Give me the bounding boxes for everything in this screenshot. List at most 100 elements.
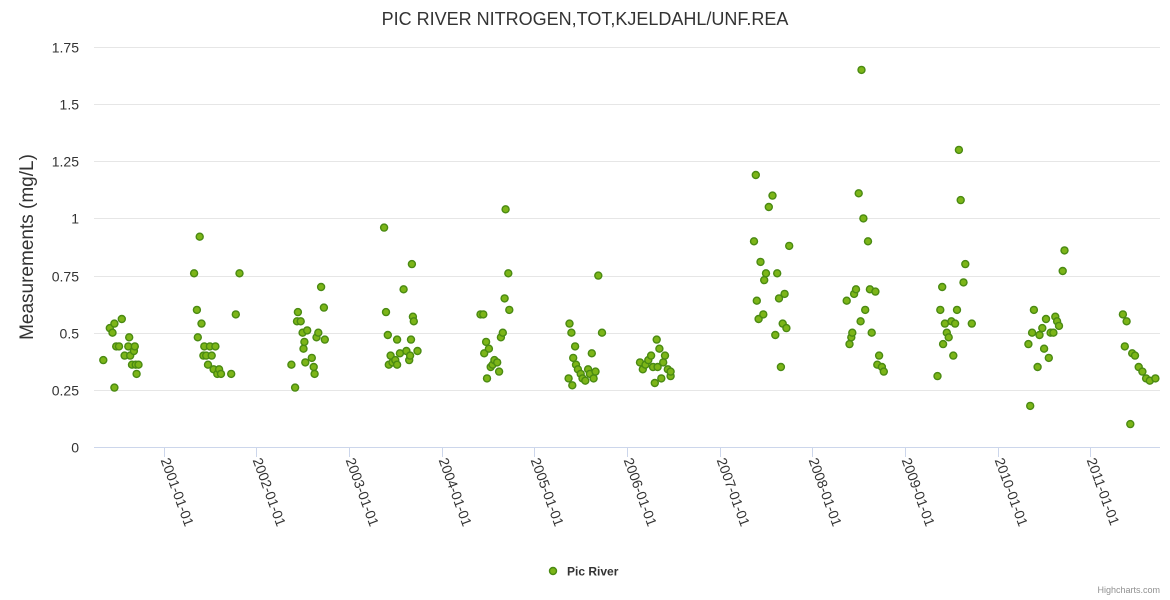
data-point[interactable] [211,342,220,351]
data-point[interactable] [961,259,970,269]
data-point[interactable] [110,383,119,392]
data-point[interactable] [655,344,664,353]
data-point[interactable] [1118,310,1128,319]
data-point[interactable] [949,351,958,360]
data-point[interactable] [967,319,976,328]
data-point[interactable] [749,237,759,246]
data-point[interactable] [751,170,760,180]
data-point[interactable] [235,269,244,278]
credits-link[interactable]: Highcharts.com [1097,585,1160,595]
data-point[interactable] [392,335,402,344]
data-point[interactable] [959,278,968,287]
data-point[interactable] [764,202,773,212]
legend-marker-icon[interactable] [548,566,558,576]
data-point[interactable] [851,285,861,294]
data-point[interactable] [310,369,319,379]
data-point[interactable] [407,259,417,269]
data-point[interactable] [130,342,140,351]
data-point[interactable] [659,358,668,367]
legend-label[interactable]: Pic River [567,565,619,579]
data-point[interactable] [863,237,873,246]
data-point[interactable] [936,305,945,315]
data-point[interactable] [774,294,784,303]
data-point[interactable] [307,353,316,363]
data-point[interactable] [782,323,791,333]
data-point[interactable] [861,305,870,315]
data-point[interactable] [484,344,494,353]
data-point[interactable] [565,319,574,328]
data-point[interactable] [952,305,962,315]
data-point[interactable] [1058,266,1067,276]
data-point[interactable] [1033,362,1042,372]
data-point[interactable] [108,328,117,337]
data-point[interactable] [479,310,488,319]
data-point[interactable] [203,360,213,369]
data-point[interactable] [300,337,309,347]
data-point[interactable] [1038,323,1047,333]
data-point[interactable] [1035,330,1044,340]
data-point[interactable] [134,360,143,369]
data-point[interactable] [301,358,310,367]
data-point[interactable] [99,355,108,365]
data-point[interactable] [564,374,573,383]
data-point[interactable] [192,305,202,315]
data-point[interactable] [392,360,402,369]
data-point[interactable] [587,349,596,358]
data-point[interactable] [299,344,308,353]
data-point[interactable] [287,360,296,369]
data-point[interactable] [780,289,789,299]
data-point[interactable] [657,374,666,383]
data-point[interactable] [567,328,576,337]
data-point[interactable] [857,65,866,75]
data-point[interactable] [1120,342,1130,351]
data-point[interactable] [646,351,656,360]
data-point[interactable] [381,307,391,317]
data-point[interactable] [650,378,659,388]
data-point[interactable] [1060,246,1069,255]
data-point[interactable] [290,383,300,392]
data-point[interactable] [1049,328,1058,337]
data-point[interactable] [950,319,960,328]
data-point[interactable] [938,339,948,349]
data-point[interactable] [320,335,329,344]
data-point[interactable] [1122,317,1131,326]
data-point[interactable] [482,374,492,383]
data-point[interactable] [498,328,507,337]
data-point[interactable] [197,319,206,328]
data-point[interactable] [314,328,323,337]
data-point[interactable] [879,367,888,376]
data-point[interactable] [581,376,590,385]
data-point[interactable] [1138,367,1147,376]
data-point[interactable] [117,314,127,324]
data-point[interactable] [383,330,392,340]
data-point[interactable] [481,337,491,347]
data-point[interactable] [845,339,854,349]
data-point[interactable] [1126,419,1135,429]
data-point[interactable] [785,241,794,251]
data-point[interactable] [660,351,670,360]
data-point[interactable] [1029,305,1039,315]
data-point[interactable] [771,330,780,340]
data-point[interactable] [570,342,580,351]
data-point[interactable] [319,303,329,312]
data-point[interactable] [854,189,863,198]
data-point[interactable] [859,214,868,223]
data-point[interactable] [1027,328,1037,337]
data-point[interactable] [867,328,876,337]
data-point[interactable] [124,333,134,342]
data-point[interactable] [933,371,942,381]
data-point[interactable] [132,369,141,379]
data-point[interactable] [406,335,416,344]
data-point[interactable] [597,328,607,337]
data-point[interactable] [231,310,241,319]
data-point[interactable] [207,351,216,360]
data-point[interactable] [591,367,600,376]
data-point[interactable] [296,317,305,326]
data-point[interactable] [293,307,303,317]
data-point[interactable] [504,269,513,278]
data-point[interactable] [761,269,771,278]
data-point[interactable] [594,271,603,280]
data-point[interactable] [944,333,953,342]
data-point[interactable] [954,145,964,155]
data-point[interactable] [569,353,578,363]
